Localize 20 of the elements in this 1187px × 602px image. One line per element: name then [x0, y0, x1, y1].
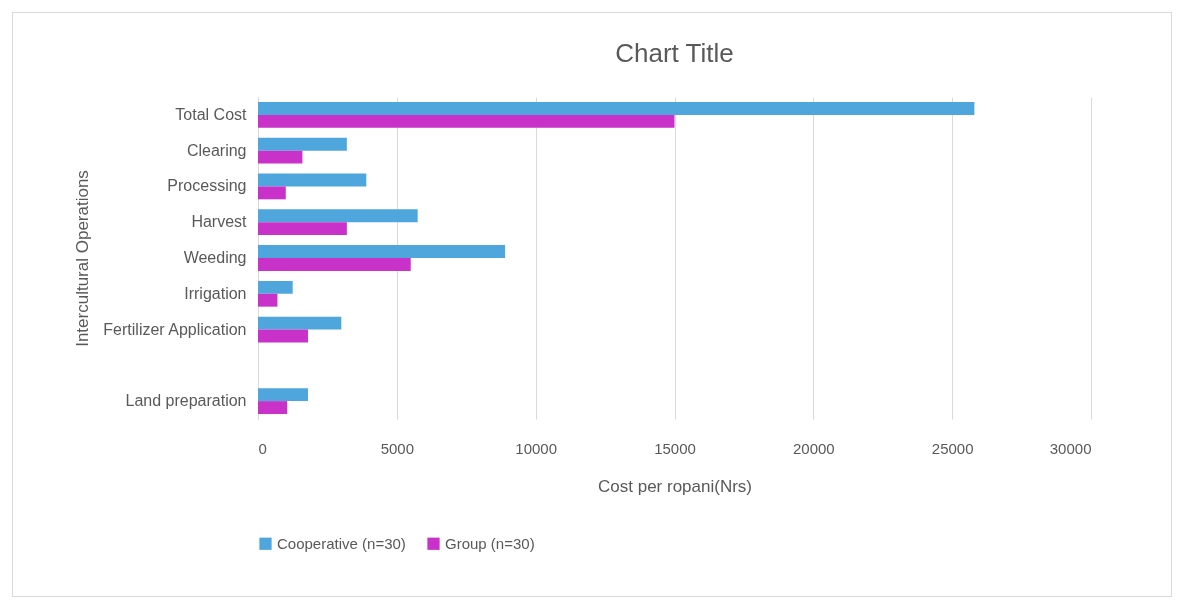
x-tick-label: 15000: [654, 439, 696, 457]
y-tick-label: Processing: [167, 177, 247, 195]
chart-title: Chart Title: [615, 38, 734, 68]
y-tick-label: Weeding: [183, 249, 247, 266]
y-tick-label: Fertilizer Application: [103, 320, 247, 338]
x-tick-label: 25000: [931, 439, 974, 457]
x-axis-title: Cost per ropani(Nrs): [598, 476, 752, 496]
legend-label: Group (n=30): [445, 534, 535, 552]
x-tick-label: 5000: [380, 439, 415, 457]
y-tick-label: Land preparation: [125, 392, 247, 410]
x-tick-label: 0: [258, 439, 267, 457]
y-tick-label: Harvest: [191, 213, 248, 231]
x-tick-label: 20000: [792, 439, 835, 457]
y-tick-label: Clearing: [186, 141, 247, 159]
x-tick-label: 10000: [515, 439, 558, 457]
legend-label: Cooperative (n=30): [277, 534, 406, 552]
x-tick-label: 30000: [1049, 439, 1092, 457]
y-tick-label: Irrigation: [184, 284, 247, 302]
y-axis-title: Intercultural Operations: [73, 170, 93, 347]
y-tick-label: Total Cost: [175, 105, 248, 123]
